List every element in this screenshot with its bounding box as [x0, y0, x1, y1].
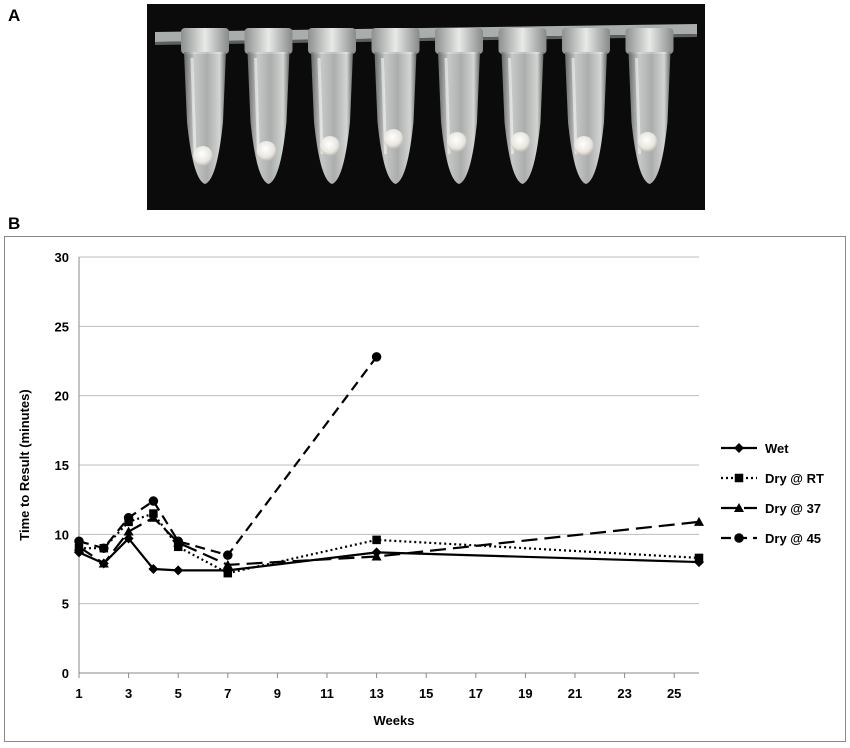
y-axis-title: Time to Result (minutes) [17, 389, 32, 540]
pellet [256, 141, 277, 161]
y-tick-label: 10 [55, 527, 69, 542]
data-point [148, 512, 159, 522]
legend-label: Dry @ 37 [765, 501, 821, 516]
x-tick-label: 19 [518, 686, 532, 701]
x-tick-label: 23 [617, 686, 631, 701]
tube [562, 28, 610, 184]
data-point [123, 533, 134, 544]
legend-label: Wet [765, 441, 789, 456]
pellet [320, 136, 340, 156]
legend-marker [734, 533, 744, 543]
pellet [510, 132, 531, 152]
y-tick-label: 30 [55, 250, 69, 265]
x-axis-title: Weeks [374, 713, 415, 728]
series-dry-37 [74, 512, 704, 569]
y-tick-label: 5 [62, 597, 69, 612]
data-point [123, 512, 134, 523]
data-series [74, 352, 704, 578]
data-point [148, 564, 159, 574]
x-tick-label: 5 [175, 686, 182, 701]
legend-item: Dry @ 37 [721, 501, 821, 516]
pellet [383, 129, 404, 149]
tube-cap [562, 28, 610, 54]
data-point [223, 550, 233, 560]
x-tick-label: 13 [369, 686, 383, 701]
data-point [173, 565, 184, 576]
legend-marker [734, 473, 744, 483]
x-tick-label: 17 [469, 686, 483, 701]
data-point [222, 559, 233, 569]
tube-strip-photo [147, 4, 705, 210]
chart-frame: 0 5 10 15 20 25 30 1 3 5 7 9 11 13 15 17 19 21 23 25 Time t… [4, 236, 846, 742]
gridlines [79, 256, 699, 605]
legend-marker [734, 503, 744, 512]
x-tick-label: 11 [320, 686, 334, 701]
data-point [99, 543, 109, 553]
data-point [372, 535, 381, 545]
x-tick-label: 7 [224, 686, 231, 701]
tube-cap [625, 28, 674, 54]
pellet [637, 132, 658, 152]
tube-cap [244, 28, 293, 54]
data-point [173, 536, 183, 547]
tube [371, 28, 420, 184]
legend-item: Dry @ RT [721, 471, 824, 486]
data-point [173, 542, 183, 552]
data-point [694, 553, 704, 563]
x-tick-label: 15 [419, 686, 433, 701]
panel-label-a: A [8, 6, 21, 25]
x-tick-label: 1 [75, 686, 82, 701]
data-point [694, 516, 704, 526]
legend-marker [734, 443, 744, 453]
pellet [447, 132, 467, 152]
pellet [574, 136, 594, 156]
data-point [123, 526, 134, 536]
tube [498, 28, 547, 184]
tube [181, 28, 229, 184]
tube [435, 28, 483, 184]
x-tick-label: 9 [274, 686, 281, 701]
tube-cap [181, 28, 229, 54]
legend: Wet Dry @ RT Dry @ 37 Dry @ 45 [721, 441, 824, 546]
x-tick-label: 25 [667, 686, 681, 701]
data-point [74, 536, 84, 547]
tube-cap [435, 28, 483, 54]
legend-item: Dry @ 45 [721, 531, 821, 546]
legend-item: Wet [721, 441, 789, 456]
y-tick-label: 20 [55, 389, 69, 404]
series-dry-rt [74, 509, 704, 578]
data-point [98, 558, 109, 568]
tube [625, 28, 674, 184]
data-point [223, 568, 233, 578]
tube-cap [371, 28, 420, 54]
panel-label-b: B [8, 214, 21, 233]
legend-label: Dry @ 45 [765, 531, 821, 546]
tube [244, 28, 293, 184]
axes [78, 257, 699, 674]
legend-label: Dry @ RT [765, 471, 824, 486]
pellet [193, 146, 213, 166]
tube-cap [308, 28, 356, 54]
y-tick-label: 15 [55, 458, 69, 473]
y-tick-label: 0 [62, 666, 69, 681]
tube-cap [498, 28, 547, 54]
data-point [74, 541, 84, 551]
y-tick-label: 25 [55, 319, 69, 334]
x-tick-label: 3 [125, 686, 132, 701]
x-tick-label: 21 [568, 686, 582, 701]
data-point [371, 352, 382, 362]
series-line [79, 512, 700, 575]
series-line [78, 356, 378, 557]
series-line [78, 516, 700, 566]
data-point [371, 551, 382, 561]
tube [308, 28, 356, 184]
series-dry-45 [74, 352, 382, 560]
data-point [148, 496, 159, 506]
